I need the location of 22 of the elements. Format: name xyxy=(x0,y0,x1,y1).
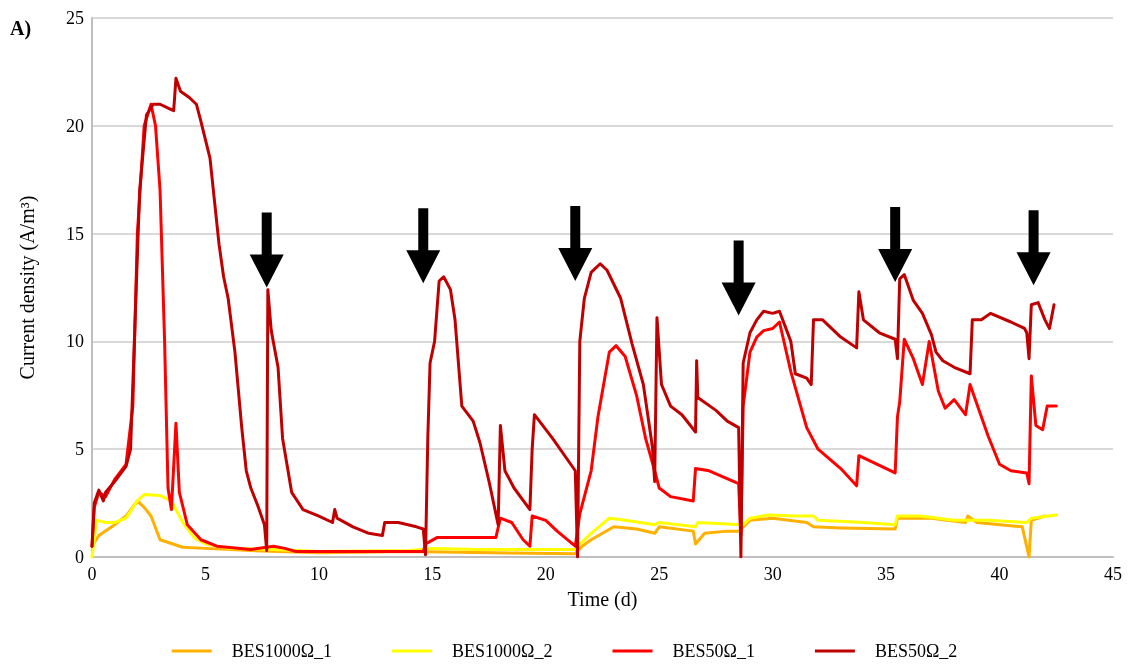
legend-label: BES50Ω_2 xyxy=(874,641,958,661)
y-tick-label: 10 xyxy=(66,331,84,352)
x-tick-label: 15 xyxy=(423,564,442,584)
legend-label: BES1000Ω_2 xyxy=(452,641,553,661)
y-axis-title: Current density (A/m³) xyxy=(16,195,39,380)
x-tick-label: 10 xyxy=(309,564,328,584)
x-tick-label: 20 xyxy=(536,564,555,584)
y-tick-label: 15 xyxy=(66,223,84,244)
y-tick-label: 20 xyxy=(66,115,84,136)
y-tick-label: 25 xyxy=(66,8,84,28)
x-tick-label: 45 xyxy=(1104,564,1122,584)
text: A) xyxy=(10,17,32,40)
x-tick-label: 40 xyxy=(990,564,1009,584)
x-axis-title: Time (d) xyxy=(567,588,638,611)
x-tick-label: 30 xyxy=(763,564,782,584)
legend-label: BES50Ω_1 xyxy=(672,641,755,661)
legend-label: BES1000Ω_1 xyxy=(231,641,333,661)
x-tick-label: 35 xyxy=(877,564,896,584)
x-tick-label: 5 xyxy=(200,564,210,584)
y-tick-label: 0 xyxy=(75,547,84,567)
y-tick-label: 5 xyxy=(75,439,84,460)
x-tick-label: 25 xyxy=(650,564,669,584)
